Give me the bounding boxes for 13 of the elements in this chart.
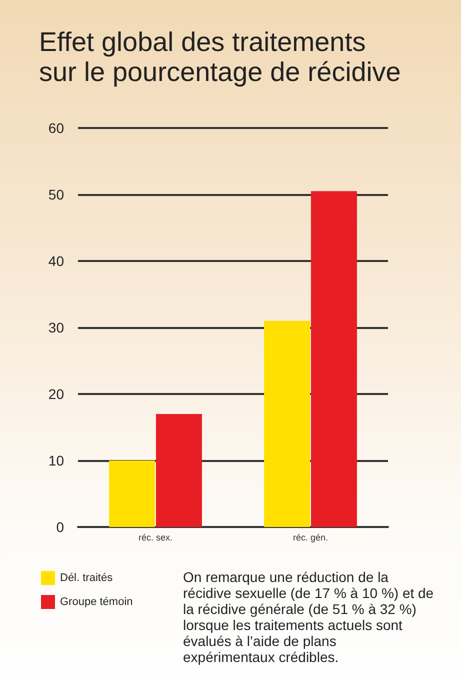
y-tick-label: 60: [48, 120, 64, 136]
y-tick-label: 40: [48, 253, 64, 269]
y-tick-label: 0: [56, 519, 64, 535]
y-tick-label: 10: [48, 452, 64, 468]
chart-title: Effet global des traitements sur le pourcentage de récidive: [39, 27, 401, 87]
y-tick-label: 50: [48, 186, 64, 202]
x-tick-label: réc. gén.: [292, 532, 328, 542]
legend-label: Dél. traités: [60, 572, 114, 584]
x-tick-label: réc. sex.: [138, 532, 173, 542]
legend-label: Groupe témoin: [60, 596, 133, 608]
y-tick-label: 30: [48, 320, 64, 336]
text: On remarque une réduction de la récidive sexuelle (de 17 % à 10 %) et de la récidive générale (de 51 % à 32 %) lorsque les traitements actuels sont évalués à l’aide de plans expérimentaux crédibles.: [183, 569, 438, 665]
y-tick-label: 20: [48, 386, 64, 402]
